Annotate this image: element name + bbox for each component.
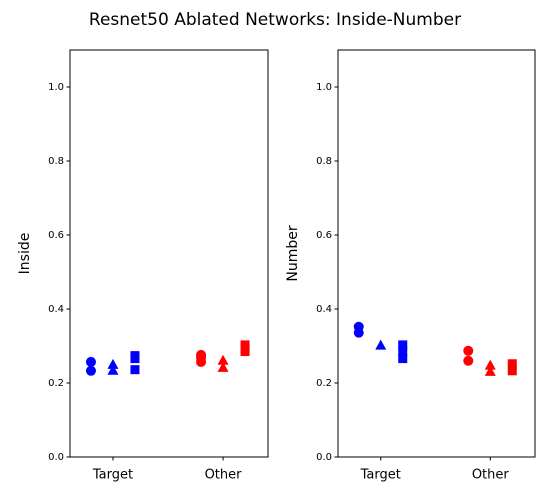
point: [85, 356, 96, 367]
point: [130, 365, 140, 375]
x-tick-label: Target: [360, 468, 401, 483]
point: [484, 359, 496, 370]
y-tick-label: 0.6: [316, 230, 332, 241]
y-tick-label: 0.2: [316, 378, 332, 389]
point: [375, 339, 387, 350]
point: [463, 355, 474, 366]
point: [196, 356, 207, 367]
point: [398, 340, 408, 350]
point: [107, 358, 119, 369]
point: [130, 354, 140, 364]
point: [353, 327, 364, 338]
point: [398, 354, 408, 364]
y-axis-label: Number: [285, 225, 301, 281]
point: [398, 347, 408, 357]
y-tick-label: 0.4: [316, 304, 332, 315]
y-tick-label: 1.0: [48, 82, 64, 93]
y-tick-label: 0.8: [316, 156, 332, 167]
y-tick-label: 0.8: [48, 156, 64, 167]
plot-frame: [337, 49, 536, 458]
point: [107, 364, 119, 375]
y-tick-label: 0.6: [48, 230, 64, 241]
point: [507, 366, 517, 376]
point: [217, 361, 229, 372]
point: [507, 359, 517, 369]
figure-title: Resnet50 Ablated Networks: Inside-Number: [89, 10, 461, 30]
y-tick-label: 1.0: [316, 82, 332, 93]
x-tick-label: Target: [92, 468, 133, 483]
y-tick-label: 0.2: [48, 378, 64, 389]
plot-frame: [69, 49, 269, 458]
point: [240, 347, 250, 357]
x-tick-label: Other: [205, 468, 243, 483]
x-tick-label: Other: [472, 468, 510, 483]
point: [463, 345, 474, 356]
y-tick-label: 0.0: [48, 452, 64, 463]
point: [85, 365, 96, 376]
point: [484, 365, 496, 376]
y-axis-label: Inside: [17, 233, 33, 275]
y-tick-label: 0.0: [316, 452, 332, 463]
point: [217, 354, 229, 365]
y-tick-label: 0.4: [48, 304, 64, 315]
